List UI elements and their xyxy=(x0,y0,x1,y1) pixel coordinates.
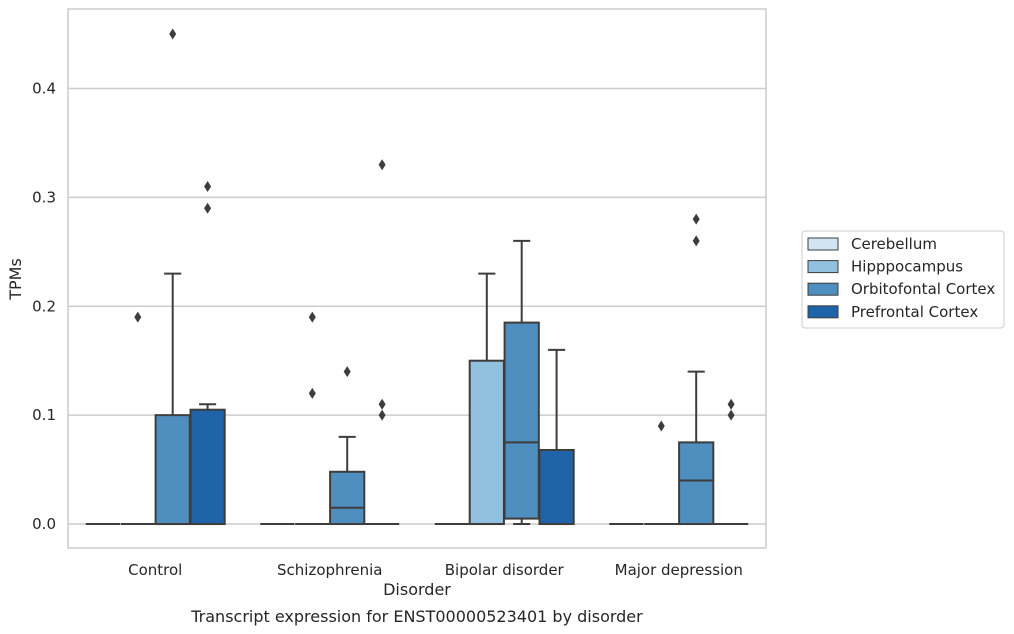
outlier-point xyxy=(692,213,700,225)
x-axis-title: Disorder xyxy=(383,580,451,599)
outlier-point xyxy=(204,202,212,214)
outlier-point xyxy=(343,366,351,378)
outlier-point xyxy=(692,235,700,247)
outlier-point xyxy=(169,28,177,40)
legend-label: Orbitofontal Cortex xyxy=(851,280,995,298)
box xyxy=(189,408,226,526)
legend-swatch xyxy=(807,282,839,296)
y-tick-label: 0.2 xyxy=(32,297,56,315)
legend-swatch xyxy=(807,237,839,251)
y-axis-title: TPMs xyxy=(6,258,25,301)
x-tick-label: Control xyxy=(128,561,182,579)
legend: Cerebellum Hipppocampus Orbitofontal Corte… xyxy=(801,230,1005,329)
outlier-point xyxy=(308,311,316,323)
box-series xyxy=(85,28,749,526)
outlier-point xyxy=(727,409,735,421)
legend-label: Cerebellum xyxy=(851,235,937,253)
outlier-point xyxy=(308,387,316,399)
legend-label: Hipppocampus xyxy=(851,258,963,276)
outlier-point xyxy=(204,180,212,192)
figure-caption: Transcript expression for ENST0000052340… xyxy=(190,607,643,626)
x-axis-ticks: Control Schizophrenia Bipolar disorder Majo… xyxy=(128,561,743,579)
y-tick-label: 0.3 xyxy=(32,188,56,206)
box xyxy=(154,414,191,526)
y-tick-label: 0.4 xyxy=(32,79,56,97)
x-tick-label: Bipolar disorder xyxy=(445,561,565,579)
y-tick-label: 0.1 xyxy=(32,406,56,424)
outlier-point xyxy=(378,159,386,171)
legend-swatch xyxy=(807,260,839,274)
box xyxy=(503,321,540,520)
legend-label: Prefrontal Cortex xyxy=(851,303,978,321)
legend-swatch xyxy=(807,305,839,319)
outlier-point xyxy=(378,398,386,410)
box xyxy=(329,470,366,526)
y-tick-label: 0.0 xyxy=(32,515,56,533)
x-tick-label: Major depression xyxy=(615,561,743,579)
outlier-point xyxy=(657,420,665,432)
outlier-point xyxy=(134,311,142,323)
box xyxy=(678,441,715,526)
x-tick-label: Schizophrenia xyxy=(277,561,382,579)
box xyxy=(468,359,505,526)
box xyxy=(538,449,575,526)
y-axis-ticks: 0.0 0.1 0.2 0.3 0.4 xyxy=(32,79,56,533)
outlier-point xyxy=(727,398,735,410)
outlier-point xyxy=(378,409,386,421)
legend-frame xyxy=(801,230,1005,329)
